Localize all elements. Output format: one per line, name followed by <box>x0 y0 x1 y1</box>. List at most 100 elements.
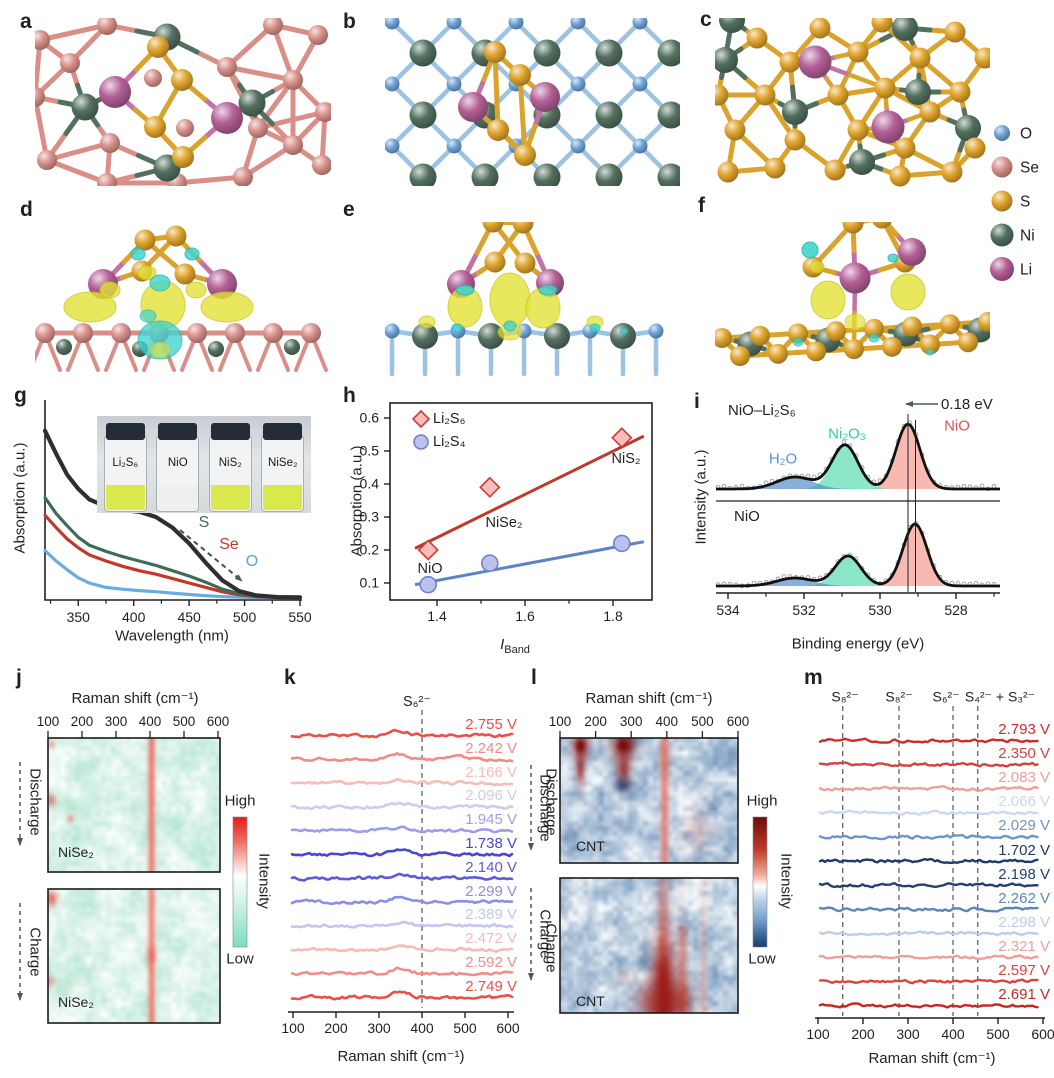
vial-liquid <box>105 485 145 510</box>
k-xlabel: Raman shift (cm⁻¹) <box>337 1048 465 1065</box>
svg-text:200: 200 <box>851 1026 875 1042</box>
svg-text:600: 600 <box>1031 1026 1054 1042</box>
h-xlabel-main: I <box>500 636 505 653</box>
svg-text:400: 400 <box>139 714 162 729</box>
k-voltage-label: 2.755 V <box>465 716 517 733</box>
k-voltage-label: 2.592 V <box>465 954 517 971</box>
svg-text:Ni: Ni <box>1020 228 1035 245</box>
g-series-label-s: S <box>198 514 210 531</box>
panel-letter-f: f <box>698 194 705 217</box>
l-sample-label-top: CNT <box>576 838 605 854</box>
h-point-label-nise2: NiSe₂ <box>485 515 523 531</box>
m-voltage-label: 2.597 V <box>998 962 1050 979</box>
h-legend-li2s4: Li₂S₄ <box>433 434 466 450</box>
i-spectrum-bottom-label: NiO <box>734 508 760 525</box>
panel-d-structure <box>35 225 328 372</box>
i-nio-label: NiO <box>944 417 970 435</box>
m-voltage-label: 2.029 V <box>998 817 1050 835</box>
svg-text:534: 534 <box>716 602 740 618</box>
l-axis-title: Raman shift (cm⁻¹) <box>585 690 713 707</box>
k-voltage-label: 2.749 V <box>465 977 517 995</box>
panel-letter-b: b <box>343 10 356 33</box>
h-legend-li2s6: Li₂S₆ <box>433 411 466 427</box>
panel-c-structure <box>715 18 990 187</box>
m-peak-label-s4s3: S₄²⁻ + S₃²⁻ <box>964 688 1036 705</box>
g-series-label-o: O <box>245 553 259 570</box>
vial-label: NiS₂ <box>218 457 242 469</box>
panel-e-structure <box>385 222 664 377</box>
l-charge-label: Charge <box>542 923 560 973</box>
svg-text:500: 500 <box>173 714 196 729</box>
svg-text:Se: Se <box>1020 160 1039 177</box>
m-voltage-label: 2.298 V <box>998 913 1050 931</box>
l-discharge-label: Discharge <box>542 768 560 836</box>
i-h2o-label: H₂O <box>768 450 798 468</box>
i-xlabel: Binding energy (eV) <box>791 635 925 653</box>
svg-text:100: 100 <box>549 714 572 729</box>
m-voltage-label: 2.350 V <box>998 745 1050 763</box>
panel-letter-g: g <box>14 384 27 407</box>
j-sample-label-bottom: NiSe₂ <box>58 994 94 1010</box>
k-voltage-label: 1.738 V <box>465 835 517 852</box>
panel-letter-l: l <box>531 666 537 689</box>
m-xlabel: Raman shift (cm⁻¹) <box>868 1050 996 1067</box>
svg-text:300: 300 <box>896 1026 920 1042</box>
panel-a-structure <box>35 18 331 186</box>
svg-text:550: 550 <box>288 609 312 625</box>
svg-text:500: 500 <box>453 1020 477 1036</box>
g-series-label-se: Se <box>219 536 239 553</box>
panel-f-structure <box>715 222 990 366</box>
i-spectrum-top-label: NiO–Li₂S₆ <box>728 402 796 419</box>
svg-text:1.8: 1.8 <box>603 608 623 624</box>
h-ylabel: Absorption (a.u.) <box>348 445 366 557</box>
panel-b-structure <box>385 18 680 186</box>
svg-text:100: 100 <box>806 1026 830 1042</box>
svg-text:600: 600 <box>727 714 750 729</box>
k-voltage-label: 2.389 V <box>465 906 517 924</box>
vial-liquid <box>158 485 198 510</box>
j-colorbar-title: Intensity <box>255 853 273 909</box>
k-voltage-label: 2.242 V <box>465 739 517 757</box>
m-voltage-label: 2.793 V <box>998 721 1050 738</box>
h-xlabel-sub: Band <box>504 644 530 656</box>
l-colorbar-high: High <box>746 792 778 810</box>
vial-liquid <box>263 485 303 510</box>
j-colorbar-low: Low <box>226 950 254 968</box>
vial-label: NiO <box>167 457 188 469</box>
j-axis-title: Raman shift (cm⁻¹) <box>71 690 199 707</box>
svg-text:500: 500 <box>233 609 257 625</box>
m-voltage-label: 1.702 V <box>998 841 1050 859</box>
svg-text:Li: Li <box>1020 262 1032 279</box>
m-voltage-label: 2.321 V <box>998 937 1050 955</box>
vial-cap <box>105 423 145 440</box>
l-colorbar-title: Intensity <box>777 853 795 909</box>
j-colorbar-high: High <box>224 792 256 810</box>
svg-text:300: 300 <box>105 714 128 729</box>
svg-text:400: 400 <box>410 1020 434 1036</box>
svg-text:O: O <box>1020 126 1032 143</box>
panel-letter-j: j <box>16 666 22 689</box>
m-voltage-label: 2.691 V <box>998 986 1050 1004</box>
k-voltage-label: 2.096 V <box>465 787 517 805</box>
j-colorbar <box>232 816 248 948</box>
h-point-label-nis2: NiS₂ <box>611 451 641 467</box>
svg-text:400: 400 <box>656 714 679 729</box>
svg-text:100: 100 <box>281 1020 305 1036</box>
svg-text:200: 200 <box>324 1020 348 1036</box>
svg-text:200: 200 <box>584 714 607 729</box>
panel-letter-h: h <box>343 384 356 407</box>
vial-label: Li₂S₆ <box>112 457 139 469</box>
panel-letter-c: c <box>700 8 712 31</box>
svg-text:532: 532 <box>792 602 816 618</box>
svg-text:530: 530 <box>868 602 892 618</box>
svg-text:S: S <box>1020 194 1030 211</box>
panel-letter-m: m <box>804 666 823 689</box>
vial-cap <box>158 423 198 440</box>
k-voltage-label: 2.472 V <box>465 930 517 948</box>
vial-2: NiS₂ <box>207 423 254 513</box>
svg-text:0.1: 0.1 <box>360 575 380 591</box>
m-voltage-label: 2.262 V <box>998 889 1050 907</box>
h-xlabel: IBand <box>500 636 530 656</box>
m-voltage-label: 2.083 V <box>998 769 1050 787</box>
svg-text:300: 300 <box>367 1020 391 1036</box>
